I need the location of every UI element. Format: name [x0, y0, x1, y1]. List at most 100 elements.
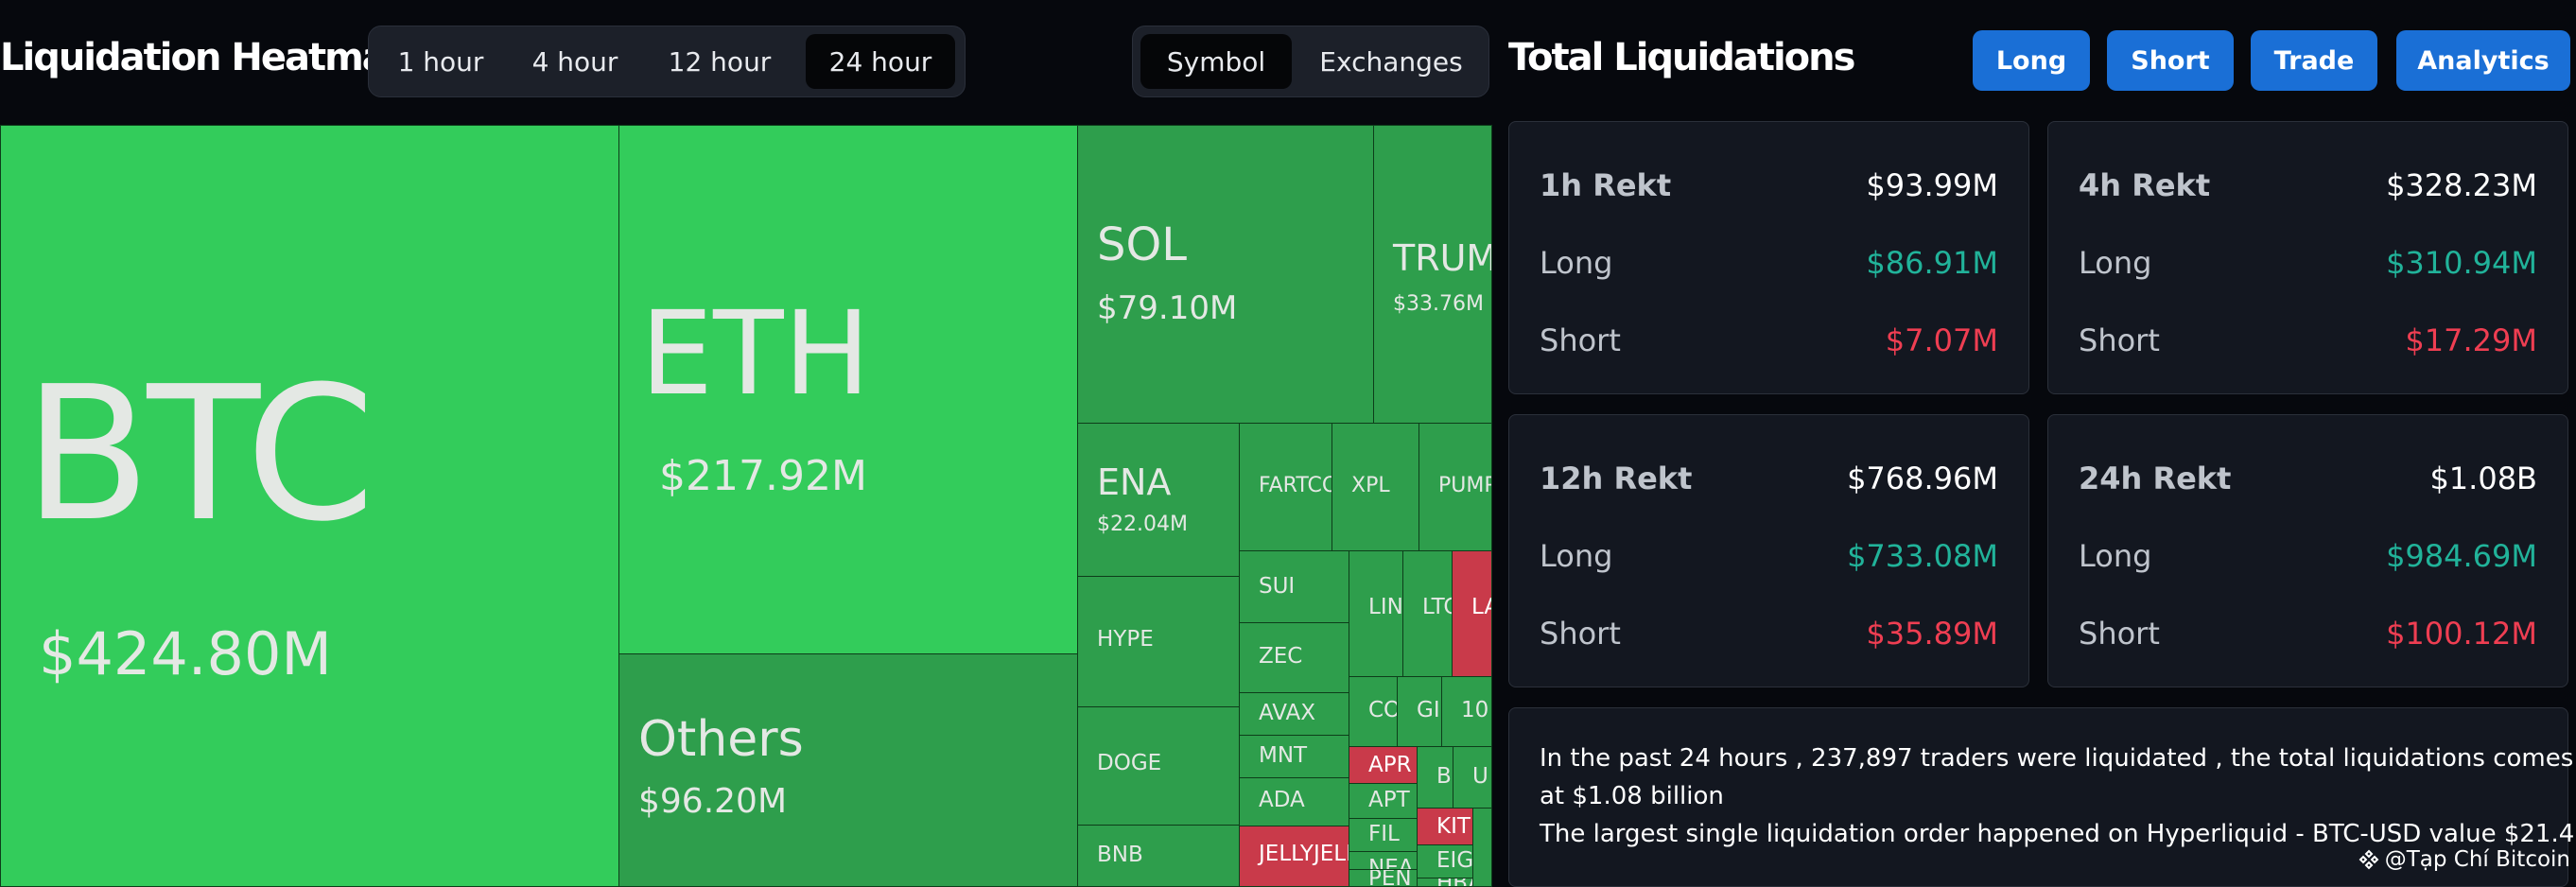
tile-symbol: JELLYJELLY — [1259, 842, 1349, 866]
short-label: Short — [2079, 322, 2160, 358]
stats-card-4h: 4h Rekt $328.23M Long $310.94M Short $17… — [2047, 121, 2568, 394]
tile-symbol: MNT — [1259, 743, 1308, 768]
tile-hype[interactable]: HYPE — [1077, 576, 1240, 707]
stats-card-12h: 12h Rekt $768.96M Long $733.08M Short $3… — [1508, 414, 2029, 687]
tile-eth[interactable]: ETH $217.92M — [618, 125, 1078, 654]
tile-kit[interactable]: KIT — [1417, 808, 1473, 845]
long-label: Long — [1540, 245, 1613, 281]
tile-symbol: CO — [1368, 698, 1398, 722]
tile-bnb[interactable]: BNB — [1077, 825, 1240, 887]
tile-amount: $33.76M — [1393, 292, 1484, 316]
tile-hbar[interactable]: HBA — [1417, 878, 1473, 887]
tab-12-hour[interactable]: 12 hour — [668, 45, 772, 78]
short-value: $17.29M — [2405, 322, 2537, 358]
long-value: $86.91M — [1866, 245, 1998, 281]
tile-symbol: HYPE — [1097, 627, 1154, 652]
long-button[interactable]: Long — [1973, 30, 2090, 91]
watermark: @Tạp Chí Bitcoin — [2358, 847, 2570, 872]
tile-amount: $79.10M — [1097, 289, 1238, 327]
summary-line-traders: In the past 24 hours , 237,897 traders w… — [1540, 744, 2576, 773]
tile-symbol: DOGE — [1097, 751, 1162, 775]
period-label: 24h Rekt — [2079, 461, 2232, 496]
tile-symbol: 10 — [1461, 698, 1489, 722]
tile-symbol: SOL — [1097, 218, 1187, 271]
short-label: Short — [1540, 322, 1621, 358]
tile-symbol: GI — [1417, 698, 1440, 722]
tile-avax[interactable]: AVAX — [1239, 692, 1349, 736]
tab-24-hour[interactable]: 24 hour — [806, 34, 955, 89]
tile-others[interactable]: Others $96.20M — [618, 653, 1078, 887]
tile-symbol: FARTCOIN — [1259, 474, 1332, 497]
tile-symbol: KIT — [1436, 814, 1471, 839]
liquidation-treemap: BTC $424.80M ETH $217.92M Others $96.20M… — [0, 125, 1492, 887]
total-liquidations-title: Total Liquidations — [1508, 36, 1855, 79]
tab-symbol[interactable]: Symbol — [1140, 34, 1292, 89]
tile-10[interactable]: 10 — [1441, 676, 1492, 747]
tile-symbol: U — [1472, 764, 1488, 789]
tile-amount: $217.92M — [659, 452, 867, 500]
tile-btc[interactable]: BTC $424.80M — [0, 125, 619, 887]
long-value: $733.08M — [1847, 538, 1998, 574]
tab-exchanges[interactable]: Exchanges — [1319, 45, 1463, 78]
tile-symbol: Others — [638, 711, 804, 768]
short-button[interactable]: Short — [2107, 30, 2234, 91]
tile-comp[interactable]: CO — [1349, 676, 1398, 747]
tile-apr[interactable]: APR — [1349, 746, 1418, 784]
tile-symbol: HBA — [1436, 878, 1472, 886]
tile-symbol: PEN — [1368, 869, 1412, 887]
period-total: $1.08B — [2429, 461, 2537, 496]
tile-symbol: BNB — [1097, 843, 1143, 867]
tile-amount: $424.80M — [39, 619, 332, 688]
period-total: $93.99M — [1866, 167, 1998, 203]
stats-card-24h: 24h Rekt $1.08B Long $984.69M Short $100… — [2047, 414, 2568, 687]
tile-la[interactable]: LA — [1452, 550, 1492, 677]
tile-symbol: ZEC — [1259, 644, 1303, 669]
tab-4-hour[interactable]: 4 hour — [531, 45, 618, 78]
tile-b[interactable]: B — [1417, 746, 1453, 809]
tile-mnt[interactable]: MNT — [1239, 735, 1349, 778]
tile-fil[interactable]: FIL — [1349, 818, 1418, 852]
tile-small[interactable] — [1472, 808, 1492, 887]
period-label: 1h Rekt — [1540, 167, 1672, 203]
long-label: Long — [1540, 538, 1613, 574]
long-value: $310.94M — [2386, 245, 2537, 281]
tile-eigen[interactable]: EIG — [1417, 844, 1473, 878]
period-total: $768.96M — [1847, 461, 1998, 496]
tile-pendle[interactable]: PEN — [1349, 869, 1418, 887]
long-label: Long — [2079, 538, 2152, 574]
analytics-button[interactable]: Analytics — [2396, 30, 2570, 91]
tile-symbol: APR — [1368, 753, 1412, 777]
tab-1-hour[interactable]: 1 hour — [397, 45, 484, 78]
tile-symbol: TRUMP — [1393, 237, 1491, 279]
tile-symbol: PUMP — [1438, 474, 1492, 497]
tile-gi[interactable]: GI — [1397, 676, 1442, 747]
tile-xpl[interactable]: XPL — [1332, 423, 1419, 551]
tile-symbol: AVAX — [1259, 701, 1316, 725]
short-label: Short — [1540, 616, 1621, 652]
tile-symbol: LA — [1471, 595, 1491, 619]
tile-sui[interactable]: SUI — [1239, 550, 1349, 623]
tile-fartcoin[interactable]: FARTCOIN — [1239, 423, 1332, 551]
period-label: 12h Rekt — [1540, 461, 1693, 496]
tile-zec[interactable]: ZEC — [1239, 622, 1349, 693]
tile-symbol: LINK — [1368, 595, 1403, 619]
tile-apt[interactable]: APT — [1349, 783, 1418, 819]
tile-link[interactable]: LINK — [1349, 550, 1403, 677]
period-total: $328.23M — [2386, 167, 2537, 203]
tile-jellyjelly[interactable]: JELLYJELLY — [1239, 826, 1349, 887]
long-label: Long — [2079, 245, 2152, 281]
tile-sol[interactable]: SOL $79.10M — [1077, 125, 1374, 424]
time-range-tabs: 1 hour 4 hour 12 hour 24 hour — [368, 26, 966, 97]
view-mode-tabs: Symbol Exchanges — [1132, 26, 1489, 97]
tile-ena[interactable]: ENA $22.04M — [1077, 423, 1240, 577]
tile-symbol: LTC — [1422, 595, 1452, 619]
tile-doge[interactable]: DOGE — [1077, 706, 1240, 826]
tile-ltc[interactable]: LTC — [1402, 550, 1453, 677]
tile-trump[interactable]: TRUMP $33.76M — [1373, 125, 1492, 424]
tile-pump[interactable]: PUMP — [1419, 423, 1492, 551]
tile-symbol: ADA — [1259, 788, 1305, 812]
tile-ada[interactable]: ADA — [1239, 777, 1349, 826]
short-value: $7.07M — [1885, 322, 1998, 358]
tile-u[interactable]: U — [1453, 746, 1492, 809]
trade-button[interactable]: Trade — [2251, 30, 2377, 91]
